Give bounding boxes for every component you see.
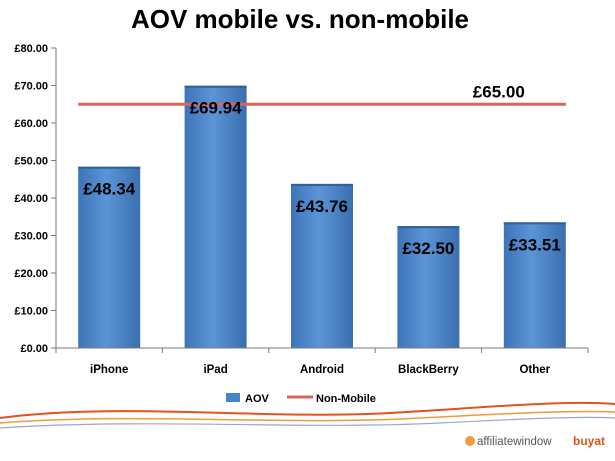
y-tick-label: £0.00 — [20, 343, 48, 355]
bar-blackberry — [397, 226, 460, 348]
x-axis: iPhone iPad Android BlackBerry Other — [55, 347, 589, 376]
bar-other — [503, 222, 566, 348]
y-tick-label: £40.00 — [14, 193, 48, 205]
affiliatewindow-logo-icon — [465, 436, 475, 446]
y-tick-label: £60.00 — [14, 118, 48, 130]
x-tick-label: Android — [300, 364, 344, 376]
bar-ipad — [184, 85, 247, 348]
bar-iphone — [78, 166, 141, 348]
y-tick-label: £70.00 — [14, 81, 48, 93]
x-tick-label: iPad — [203, 364, 227, 376]
non-mobile-value-label: £65.00 — [473, 82, 525, 101]
y-tick-label: £80.00 — [14, 43, 48, 55]
bar-top-edge — [397, 226, 460, 229]
y-tick-label: £50.00 — [14, 156, 48, 168]
legend-swatch-aov — [226, 393, 240, 402]
affiliatewindow-logo: affiliatewindow — [477, 436, 552, 448]
y-tick-label: £30.00 — [14, 231, 48, 243]
data-label-android: £43.76 — [296, 197, 348, 216]
bar-top-edge — [184, 85, 247, 88]
reference-line-group: £65.00 — [78, 82, 566, 106]
x-tick-label: BlackBerry — [398, 364, 459, 376]
bar-top-edge — [78, 166, 141, 169]
x-tick-label: iPhone — [90, 364, 128, 376]
legend: AOV Non-Mobile — [226, 393, 376, 405]
data-label-ipad: £69.94 — [190, 99, 243, 118]
data-label-iphone: £48.34 — [83, 180, 136, 199]
data-label-other: £33.51 — [509, 235, 561, 254]
footer-swoosh — [0, 401, 615, 429]
buyat-logo: buyat — [573, 434, 605, 448]
chart-title: AOV mobile vs. non-mobile — [131, 4, 469, 34]
bar-android — [291, 183, 353, 348]
bar-top-edge — [503, 222, 566, 225]
data-labels: £48.34 £69.94 £43.76 £32.50 £33.51 — [83, 99, 561, 258]
y-tick-label: £10.00 — [14, 306, 48, 318]
y-tick-label: £20.00 — [14, 268, 48, 280]
legend-label-aov: AOV — [245, 393, 270, 405]
brand-logos: affiliatewindow buyat — [465, 434, 605, 448]
swoosh-orange — [0, 401, 615, 419]
x-tick-label: Other — [519, 364, 550, 376]
legend-label-non-mobile: Non-Mobile — [316, 393, 376, 405]
data-label-blackberry: £32.50 — [402, 239, 454, 258]
y-axis: £0.00 £10.00 £20.00 £30.00 £40.00 £50.00 £60.0… — [14, 43, 57, 355]
bar-series — [78, 85, 566, 348]
swoosh-blue — [0, 416, 615, 429]
bar-top-edge — [291, 183, 353, 186]
swoosh-light-orange — [0, 410, 615, 424]
